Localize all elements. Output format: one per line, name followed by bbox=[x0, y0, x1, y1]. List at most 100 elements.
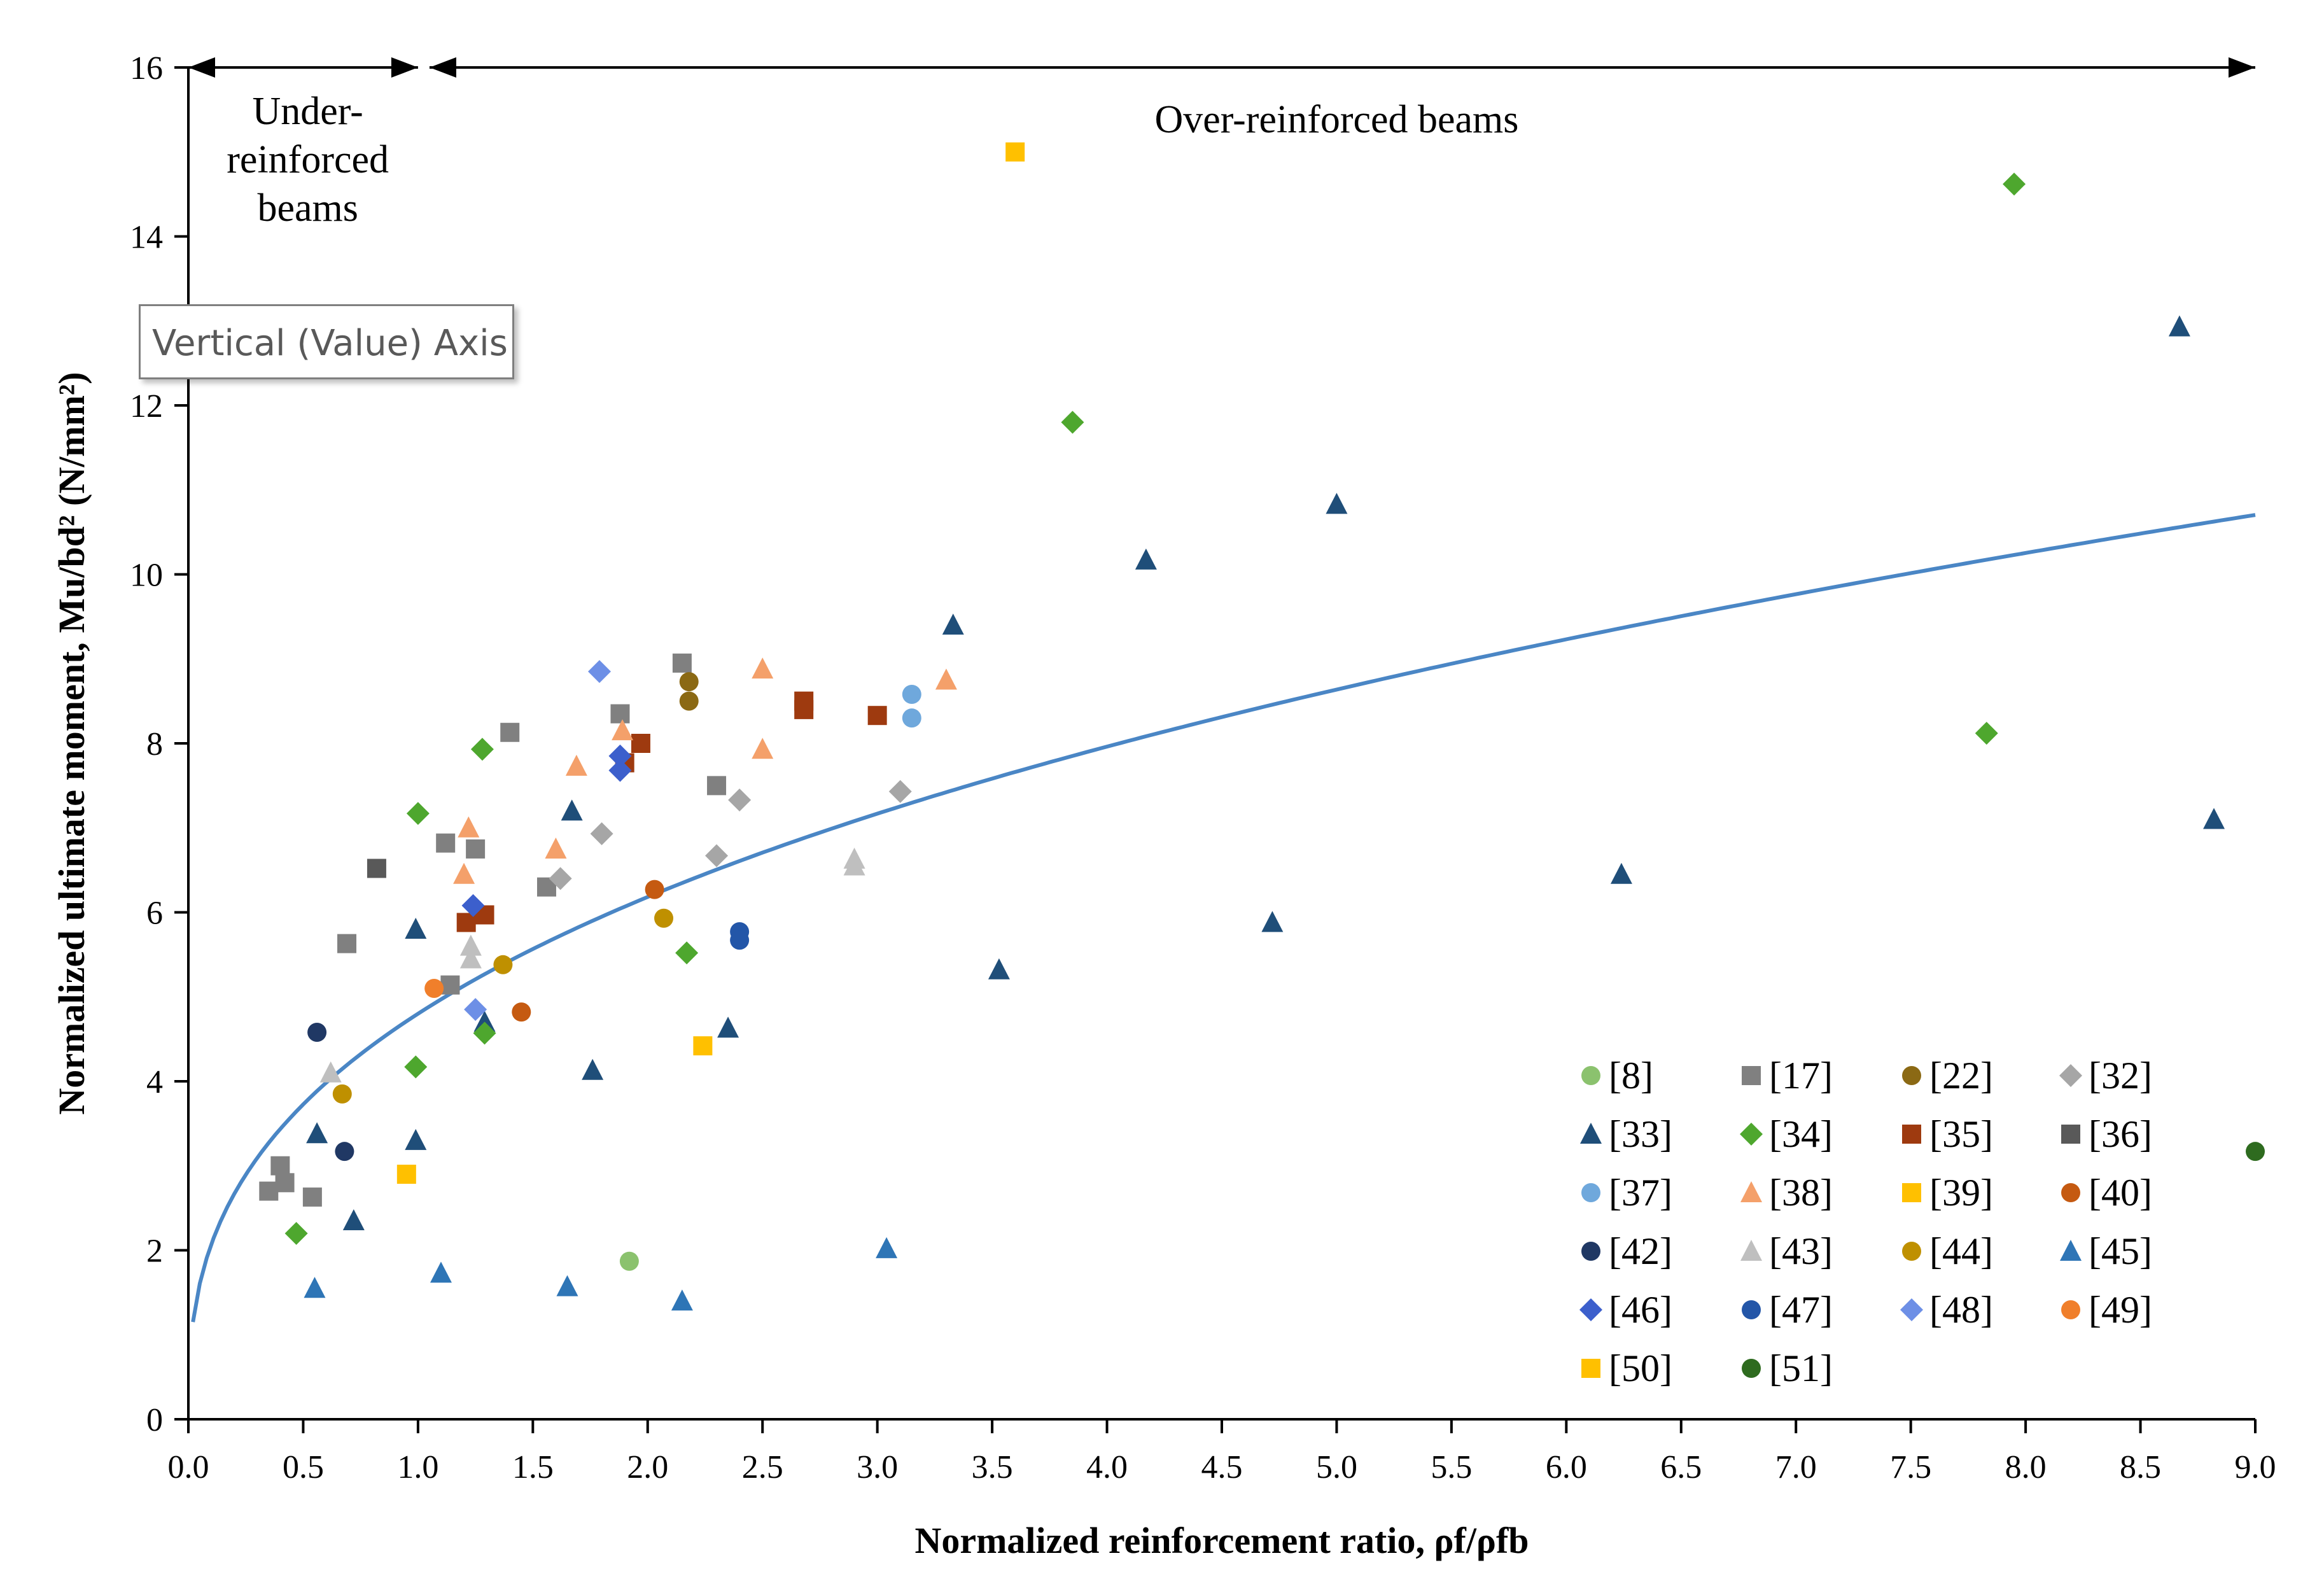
axis-tooltip: Vertical (Value) Axis bbox=[139, 304, 514, 379]
legend-item: [34] bbox=[1740, 1113, 1833, 1155]
y-tick-label: 14 bbox=[130, 220, 163, 256]
over-reinforced-label: Over-reinforced beams bbox=[1154, 98, 1518, 141]
data-point bbox=[645, 880, 664, 899]
data-point bbox=[1261, 911, 1284, 932]
data-point bbox=[675, 941, 699, 965]
data-point bbox=[587, 660, 611, 684]
data-point bbox=[302, 1187, 322, 1207]
legend-label: [46] bbox=[1609, 1289, 1672, 1331]
legend-label: [47] bbox=[1769, 1289, 1833, 1331]
legend-marker bbox=[2061, 1300, 2080, 1319]
x-tick-label: 7.0 bbox=[1775, 1449, 1817, 1485]
legend-label: [42] bbox=[1609, 1230, 1672, 1272]
y-tick-label: 8 bbox=[146, 726, 163, 762]
data-point bbox=[717, 1016, 739, 1038]
legend-label: [45] bbox=[2089, 1230, 2152, 1272]
y-tick-label: 12 bbox=[130, 388, 163, 425]
data-point bbox=[752, 657, 774, 679]
series-46 bbox=[461, 744, 632, 917]
data-point bbox=[342, 1209, 365, 1231]
data-point bbox=[654, 908, 674, 928]
x-tick-label: 1.5 bbox=[512, 1449, 554, 1485]
legend-item: [49] bbox=[2061, 1289, 2152, 1331]
legend-label: [22] bbox=[1929, 1055, 1993, 1097]
series-38 bbox=[453, 657, 957, 884]
x-tick-label: 1.0 bbox=[397, 1449, 438, 1485]
legend-item: [32] bbox=[2059, 1055, 2152, 1097]
series-32 bbox=[549, 780, 912, 890]
data-point bbox=[988, 958, 1010, 979]
x-tick-label: 6.5 bbox=[1660, 1449, 1702, 1485]
data-point bbox=[406, 802, 430, 825]
data-point bbox=[1975, 722, 1998, 745]
legend: [8] [17] [22] [32] [33] [34] [35] [36] [37] [38] [… bbox=[1579, 1055, 2152, 1389]
x-axis-title: Normalized reinforcement ratio, ρf/ρfb bbox=[914, 1520, 1529, 1561]
legend-label: [51] bbox=[1769, 1347, 1833, 1389]
legend-marker bbox=[1581, 1066, 1600, 1085]
legend-label: [32] bbox=[2089, 1055, 2152, 1097]
arrowhead-right-icon bbox=[2229, 57, 2255, 78]
legend-label: [33] bbox=[1609, 1113, 1672, 1155]
legend-label: [8] bbox=[1609, 1055, 1653, 1097]
arrowhead-left-icon bbox=[429, 57, 456, 78]
legend-label: [17] bbox=[1769, 1055, 1833, 1097]
data-point bbox=[728, 788, 752, 811]
y-tick-label: 4 bbox=[146, 1064, 163, 1100]
legend-label: [43] bbox=[1769, 1230, 1833, 1272]
data-point bbox=[608, 759, 632, 782]
legend-item: [51] bbox=[1742, 1347, 1833, 1389]
series-44 bbox=[332, 908, 674, 1104]
data-point bbox=[332, 1084, 352, 1104]
x-tick-label: 3.0 bbox=[857, 1449, 898, 1485]
data-point bbox=[545, 837, 567, 859]
legend-marker bbox=[1740, 1240, 1762, 1261]
y-axis-title: Normalized ultimate moment, Mu/bd² (N/mm… bbox=[51, 372, 92, 1114]
data-point bbox=[473, 1011, 496, 1032]
data-point bbox=[752, 738, 774, 759]
legend-label: [44] bbox=[1929, 1230, 1993, 1272]
data-point bbox=[1005, 142, 1025, 162]
data-point bbox=[306, 1122, 328, 1144]
data-point bbox=[671, 1289, 693, 1311]
series-42 bbox=[307, 1023, 354, 1161]
data-point bbox=[730, 930, 750, 950]
series-45 bbox=[304, 1237, 898, 1311]
data-point bbox=[275, 1173, 295, 1193]
under-reinforced-label: beams bbox=[257, 186, 358, 230]
data-point bbox=[794, 699, 814, 719]
series-35 bbox=[456, 691, 887, 932]
axes[interactable]: 0 2 4 6 8 10 12 14 16 0.0 0.5 1.0 1.5 2.0 2.5 3.0 3.5 4.0… bbox=[130, 50, 2276, 1485]
data-point bbox=[1061, 411, 1084, 434]
legend-label: [48] bbox=[1929, 1289, 1993, 1331]
data-point bbox=[556, 1275, 578, 1296]
data-point bbox=[1326, 493, 1348, 514]
data-point bbox=[867, 706, 887, 726]
axis-titles: Normalized reinforcement ratio, ρf/ρfb No… bbox=[51, 372, 1529, 1561]
legend-marker bbox=[1581, 1242, 1600, 1261]
data-point bbox=[307, 1023, 327, 1042]
data-point bbox=[843, 847, 865, 869]
legend-marker bbox=[1902, 1066, 1921, 1085]
legend-item: [22] bbox=[1902, 1055, 1993, 1097]
data-point bbox=[2203, 808, 2225, 829]
legend-label: [34] bbox=[1769, 1113, 1833, 1155]
legend-label: [49] bbox=[2089, 1289, 2152, 1331]
data-point bbox=[466, 839, 486, 859]
legend-item: [42] bbox=[1581, 1230, 1672, 1272]
series-37 bbox=[902, 685, 921, 728]
series-49 bbox=[424, 978, 444, 998]
data-point bbox=[259, 1181, 279, 1201]
series-51 bbox=[2246, 1142, 2265, 1161]
data-point bbox=[512, 1002, 531, 1022]
legend-item: [33] bbox=[1580, 1113, 1672, 1155]
series-50 bbox=[693, 142, 1025, 1056]
data-point bbox=[902, 685, 921, 705]
legend-marker bbox=[1742, 1066, 1761, 1085]
legend-label: [37] bbox=[1609, 1172, 1672, 1214]
data-point bbox=[876, 1237, 898, 1258]
data-point bbox=[561, 799, 583, 821]
data-point bbox=[424, 978, 444, 998]
data-point bbox=[610, 704, 630, 724]
series-34 bbox=[284, 172, 2026, 1245]
